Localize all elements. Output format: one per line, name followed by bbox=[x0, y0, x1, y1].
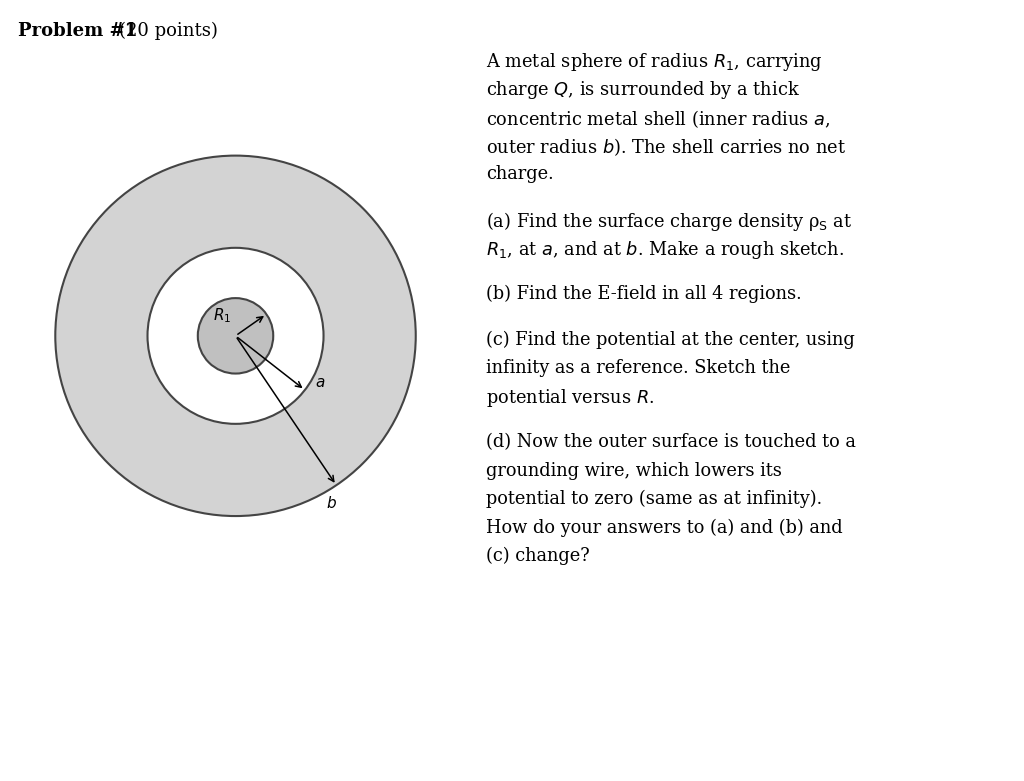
Text: (b) Find the E-field in all 4 regions.: (b) Find the E-field in all 4 regions. bbox=[486, 284, 802, 303]
Text: charge.: charge. bbox=[486, 165, 554, 183]
Text: $R_1$, at $a$, and at $b$. Make a rough sketch.: $R_1$, at $a$, and at $b$. Make a rough … bbox=[486, 239, 845, 261]
Text: (20 points): (20 points) bbox=[119, 22, 218, 40]
Circle shape bbox=[55, 155, 416, 516]
Circle shape bbox=[198, 298, 273, 373]
Text: charge $Q$, is surrounded by a thick: charge $Q$, is surrounded by a thick bbox=[486, 79, 801, 102]
Text: infinity as a reference. Sketch the: infinity as a reference. Sketch the bbox=[486, 358, 791, 377]
Text: potential to zero (same as at infinity).: potential to zero (same as at infinity). bbox=[486, 490, 822, 508]
Text: (a) Find the surface charge density ρ$_\mathrm{S}$ at: (a) Find the surface charge density ρ$_\… bbox=[486, 210, 853, 234]
Text: outer radius $b$). The shell carries no net: outer radius $b$). The shell carries no … bbox=[486, 136, 847, 158]
Text: Problem #1: Problem #1 bbox=[18, 22, 137, 40]
Text: grounding wire, which lowers its: grounding wire, which lowers its bbox=[486, 462, 782, 480]
Circle shape bbox=[147, 248, 324, 424]
Text: $a$: $a$ bbox=[315, 376, 326, 390]
Text: $b$: $b$ bbox=[327, 495, 337, 512]
Text: $R_1$: $R_1$ bbox=[213, 306, 231, 325]
Text: (c) Find the potential at the center, using: (c) Find the potential at the center, us… bbox=[486, 330, 855, 348]
Text: potential versus $R$.: potential versus $R$. bbox=[486, 387, 654, 409]
Text: A metal sphere of radius $R_1$, carrying: A metal sphere of radius $R_1$, carrying bbox=[486, 51, 823, 73]
Text: concentric metal shell (inner radius $a$,: concentric metal shell (inner radius $a$… bbox=[486, 108, 830, 130]
Text: (d) Now the outer surface is touched to a: (d) Now the outer surface is touched to … bbox=[486, 433, 856, 451]
Text: (c) change?: (c) change? bbox=[486, 547, 590, 565]
Text: How do your answers to (a) and (b) and: How do your answers to (a) and (b) and bbox=[486, 519, 843, 537]
